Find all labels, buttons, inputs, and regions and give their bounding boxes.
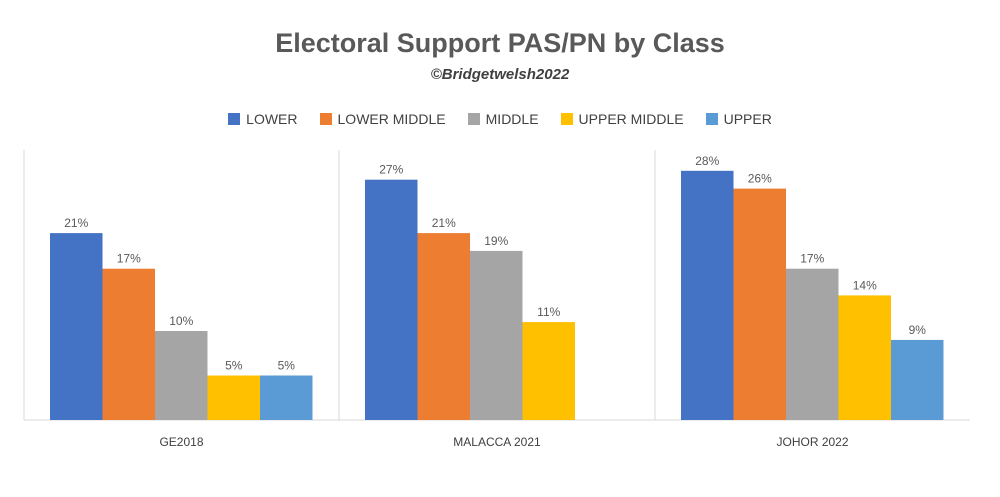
bar-upper-johor-2022 [891,339,944,420]
bar-middle-ge2018 [155,331,208,420]
data-label: 21% [432,216,456,230]
bar-lower-middle-malacca-2021 [417,233,470,420]
data-label: 11% [537,305,560,319]
data-label: 17% [117,252,141,266]
legend-swatch [228,113,241,125]
bar-upper-middle-johor-2022 [838,295,891,420]
legend-item-upper: UPPER [705,111,772,127]
bar-lower-malacca-2021 [365,179,418,420]
legend-swatch [705,113,718,125]
bar-upper-ge2018 [260,375,313,420]
bar-lower-middle-johor-2022 [733,188,786,420]
legend-label: LOWER [246,111,298,127]
legend-item-middle: MIDDLE [467,111,539,127]
category-label: JOHOR 2022 [776,435,848,449]
data-label: 5% [225,359,243,373]
data-label: 14% [853,278,877,292]
legend-item-upper-middle: UPPER MIDDLE [560,111,684,127]
legend-swatch [467,113,480,125]
data-label: 21% [64,216,88,230]
legend-swatch [560,113,573,125]
data-label: 5% [278,359,296,373]
legend-label: LOWER MIDDLE [337,111,446,127]
bar-lower-johor-2022 [681,170,734,420]
legend-label: MIDDLE [485,111,539,127]
data-label: 9% [909,323,927,337]
bar-upper-middle-ge2018 [207,375,260,420]
category-label: GE2018 [159,435,203,449]
data-label: 28% [695,154,719,168]
legend-label: UPPER MIDDLE [578,111,684,127]
legend-label: UPPER [723,111,772,127]
legend-item-lower-middle: LOWER MIDDLE [319,111,446,127]
bar-lower-ge2018 [50,233,103,420]
bar-lower-middle-ge2018 [102,268,155,420]
legend: LOWER LOWER MIDDLE MIDDLE UPPER MIDDLE UPPER [0,111,1000,127]
bar-middle-johor-2022 [786,268,839,420]
data-label: 26% [748,172,772,186]
data-label: 27% [379,163,403,177]
data-label: 19% [484,234,508,248]
chart-subtitle: ©Bridgetwelsh2022 [430,66,570,83]
legend-swatch [319,113,332,125]
bar-upper-middle-malacca-2021 [522,322,575,420]
category-label: MALACCA 2021 [453,435,541,449]
legend-item-lower: LOWER [228,111,298,127]
chart-title: Electoral Support PAS/PN by Class [275,28,725,58]
bar-middle-malacca-2021 [470,250,523,420]
data-label: 10% [169,314,193,328]
data-label: 17% [800,252,824,266]
